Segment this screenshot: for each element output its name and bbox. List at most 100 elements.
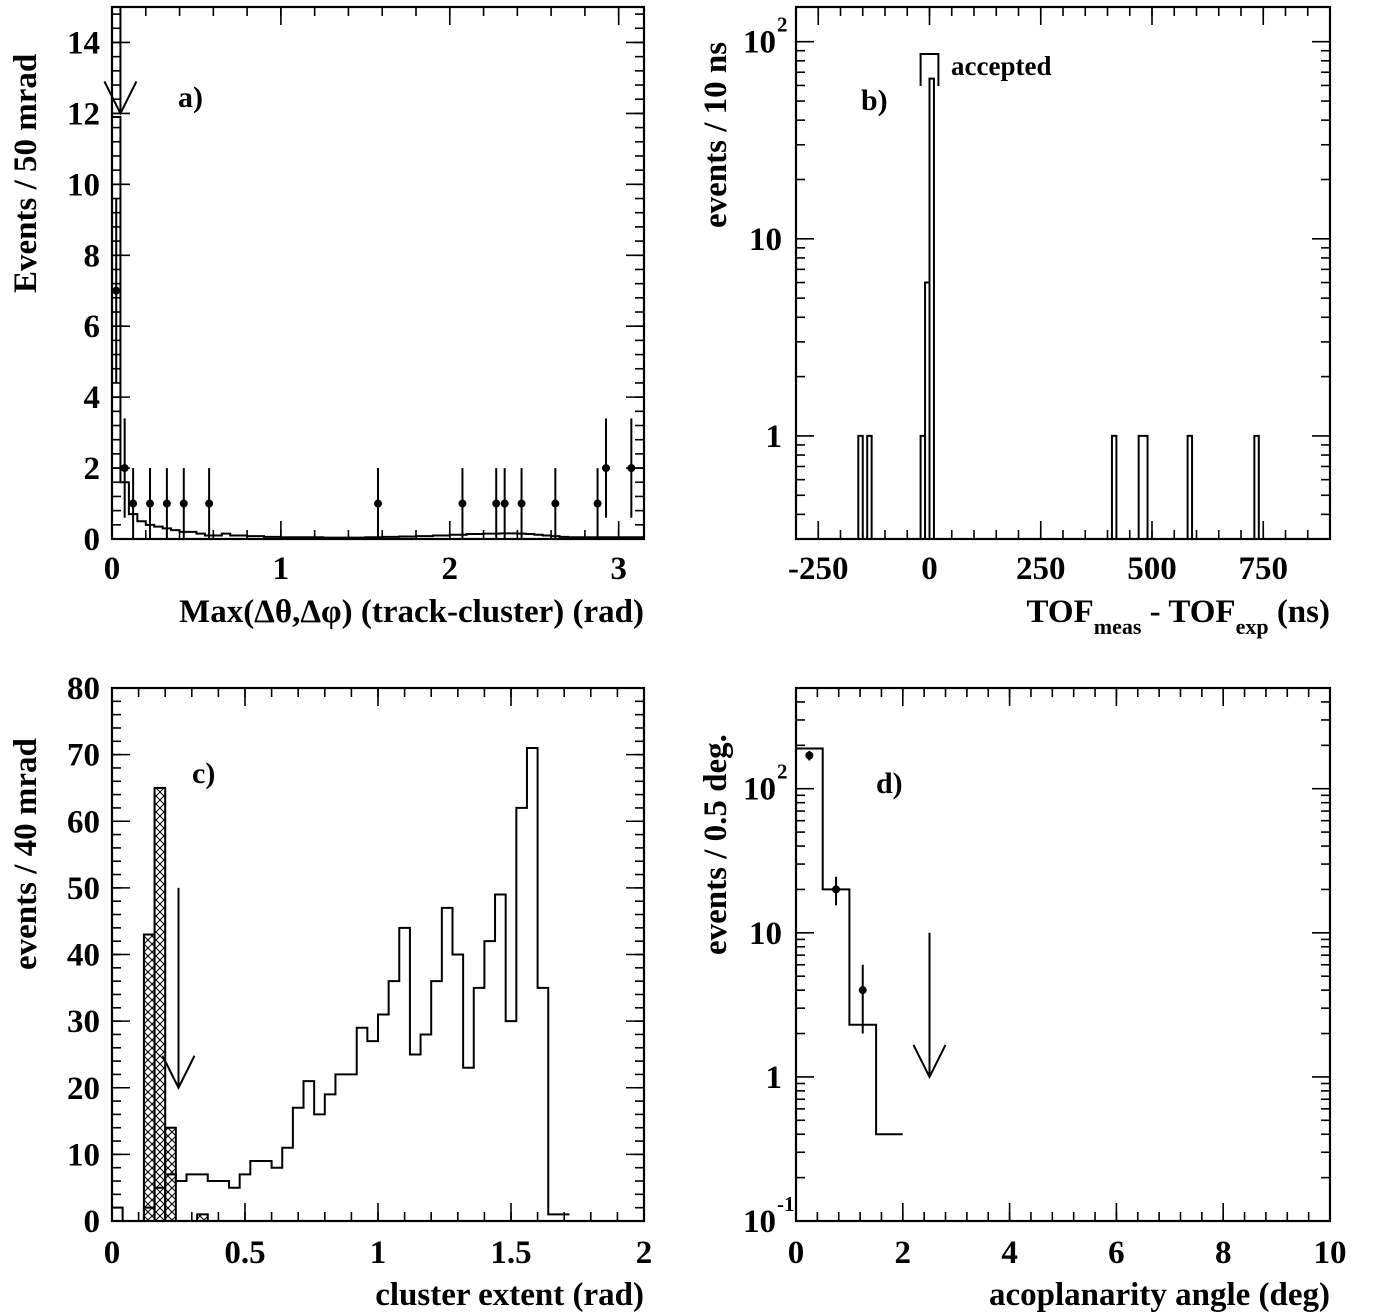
panel-b-histogram-bar — [866, 434, 873, 539]
panel-b-accepted-window-bracket — [919, 53, 940, 86]
panel-b-x-axis-title: TOFmeas - TOFexp (ns) — [1027, 594, 1330, 639]
panel-b-y-tick-label: 1 — [766, 419, 783, 455]
panel-b-histogram-bar — [928, 77, 935, 539]
panel-c-y-tick-label: 20 — [67, 1071, 100, 1107]
panel-d-x-tick-label: 10 — [1314, 1235, 1347, 1271]
panel-a-data-point — [500, 499, 509, 508]
panel-a-data-point — [492, 499, 501, 508]
panel-a-data-point — [593, 499, 602, 508]
panel-d-x-tick-label: 6 — [1108, 1235, 1125, 1271]
panel-b-histogram-bar — [1110, 434, 1118, 539]
panel-a-data-point — [179, 499, 188, 508]
panel-b-x-tick-label: 0 — [921, 551, 938, 587]
panel-a-data-point — [458, 499, 467, 508]
panel-c-x-tick-label: 0 — [104, 1235, 121, 1271]
panel-a-data-point — [162, 499, 171, 508]
panel-b-x-tick-label: 250 — [1016, 551, 1066, 587]
panel-b-x-tick-label: -250 — [788, 551, 849, 587]
panel-c-y-tick-label: 70 — [67, 738, 100, 774]
panel-c-y-axis-title: events / 40 mrad — [8, 738, 44, 970]
panel-a-data-point — [374, 499, 382, 508]
panel-c-x-tick-label: 2 — [636, 1235, 653, 1271]
panel-d-y-tick-label: 10 — [749, 916, 782, 952]
panel-c-y-tick-label: 30 — [67, 1004, 100, 1040]
panel-c-hatched-bar — [142, 933, 156, 1222]
panel-c-open-histogram — [111, 746, 570, 1222]
panel-c-cut-arrow-head — [161, 1055, 196, 1090]
panel-c-hatched-bar — [153, 786, 167, 1222]
panel-a-x-tick-label: 1 — [273, 551, 290, 587]
panel-a-x-axis-title: Max(Δθ,Δφ) (track-cluster) (rad) — [179, 594, 644, 630]
panel-a-y-tick-label: 0 — [84, 522, 101, 558]
panel-c-x-tick-label: 0.5 — [224, 1235, 265, 1271]
panel-a-data-point — [602, 464, 610, 473]
panel-b-y-tick-label: 10 — [749, 222, 782, 258]
panel-b-histogram-bar — [1137, 434, 1149, 539]
panel-b-label: b) — [861, 84, 888, 117]
panel-d-mc-histogram — [795, 747, 903, 1221]
panel-a-data-point — [551, 499, 560, 508]
panel-c-x-axis-title: cluster extent (rad) — [375, 1277, 644, 1313]
panel-d-label: d) — [876, 767, 903, 800]
panel-c-label: c) — [192, 757, 215, 790]
panel-d-y-tick-label: 10 — [743, 772, 776, 808]
panel-a-chart: a) Max(Δθ,Δφ) (track-cluster) (rad) Even… — [8, 5, 646, 630]
panel-a-data-point — [129, 499, 138, 508]
panel-a-plot-frame — [110, 5, 646, 541]
panel-a-y-tick-label: 12 — [67, 96, 100, 132]
panel-c-chart: c) cluster extent (rad) events / 40 mrad… — [8, 671, 652, 1313]
panel-b-x-tick-label: 750 — [1239, 551, 1289, 587]
panel-d-chart: d) acoplanarity angle (deg) events / 0.5… — [698, 686, 1347, 1313]
panel-d-y-tick-exponent: -1 — [777, 1192, 795, 1216]
panel-a-y-tick-label: 14 — [67, 25, 100, 61]
panel-a-y-tick-label: 6 — [84, 309, 101, 345]
panel-a-x-tick-label: 3 — [610, 551, 627, 587]
panel-a-y-tick-label: 2 — [84, 451, 101, 487]
panel-d-x-tick-label: 0 — [788, 1235, 805, 1271]
x-title-part-mid: - TOF — [1141, 594, 1235, 630]
panel-a-data-point — [205, 499, 214, 508]
panel-d-cut-arrow-head — [912, 1044, 947, 1080]
panel-c-y-tick-label: 50 — [67, 871, 100, 907]
panel-d-x-tick-label: 2 — [895, 1235, 912, 1271]
panel-c-y-tick-label: 10 — [67, 1137, 100, 1173]
panel-a-data-point — [112, 286, 121, 295]
panel-c-x-tick-label: 1 — [370, 1235, 387, 1271]
panel-a-x-tick-label: 0 — [104, 551, 121, 587]
panel-a-label: a) — [178, 81, 203, 114]
panel-a-data-point — [146, 499, 154, 508]
panel-b-x-tick-label: 500 — [1127, 551, 1177, 587]
panel-a-y-tick-label: 10 — [67, 167, 100, 203]
panel-c-y-tick-label: 0 — [84, 1204, 101, 1240]
panel-c-y-tick-label: 40 — [67, 938, 100, 974]
panel-b-y-tick-exponent: 2 — [777, 13, 788, 37]
panel-c-y-tick-label: 60 — [67, 804, 100, 840]
panel-b-y-axis-title: events / 10 ns — [698, 42, 734, 228]
panel-d-y-tick-label: 10 — [743, 1204, 776, 1240]
panel-c-y-tick-label: 80 — [67, 671, 100, 707]
panel-b-histogram-bar — [1253, 434, 1260, 539]
panel-d-data-point — [832, 885, 841, 894]
x-title-part-tof: TOF — [1027, 594, 1094, 630]
panel-b-chart: b) accepted TOFmeas - TOFexp (ns) events… — [698, 5, 1332, 639]
panel-b-y-tick-label: 10 — [743, 25, 776, 61]
panel-d-y-axis-title: events / 0.5 deg. — [698, 734, 734, 955]
panel-d-x-tick-label: 8 — [1215, 1235, 1232, 1271]
panel-a-y-axis-title: Events / 50 mrad — [8, 54, 44, 293]
panel-a-y-tick-label: 8 — [84, 238, 101, 274]
x-title-sub-meas: meas — [1094, 614, 1142, 639]
panel-c-x-tick-label: 1.5 — [490, 1235, 531, 1271]
panel-a-x-tick-label: 2 — [442, 551, 459, 587]
panel-b-histogram-bar — [1186, 434, 1194, 539]
panel-d-data-point — [805, 751, 814, 760]
panel-d-x-tick-label: 4 — [1001, 1235, 1018, 1271]
panel-d-y-tick-label: 1 — [766, 1060, 783, 1096]
x-title-part-end: (ns) — [1269, 594, 1330, 630]
x-title-sub-exp: exp — [1236, 614, 1269, 639]
panel-d-y-tick-exponent: 2 — [777, 760, 788, 784]
panel-d-x-axis-title: acoplanarity angle (deg) — [989, 1277, 1330, 1313]
panel-d-data-point — [858, 986, 867, 995]
panel-a-data-point — [517, 499, 526, 508]
panel-b-histogram-bar — [857, 434, 864, 539]
